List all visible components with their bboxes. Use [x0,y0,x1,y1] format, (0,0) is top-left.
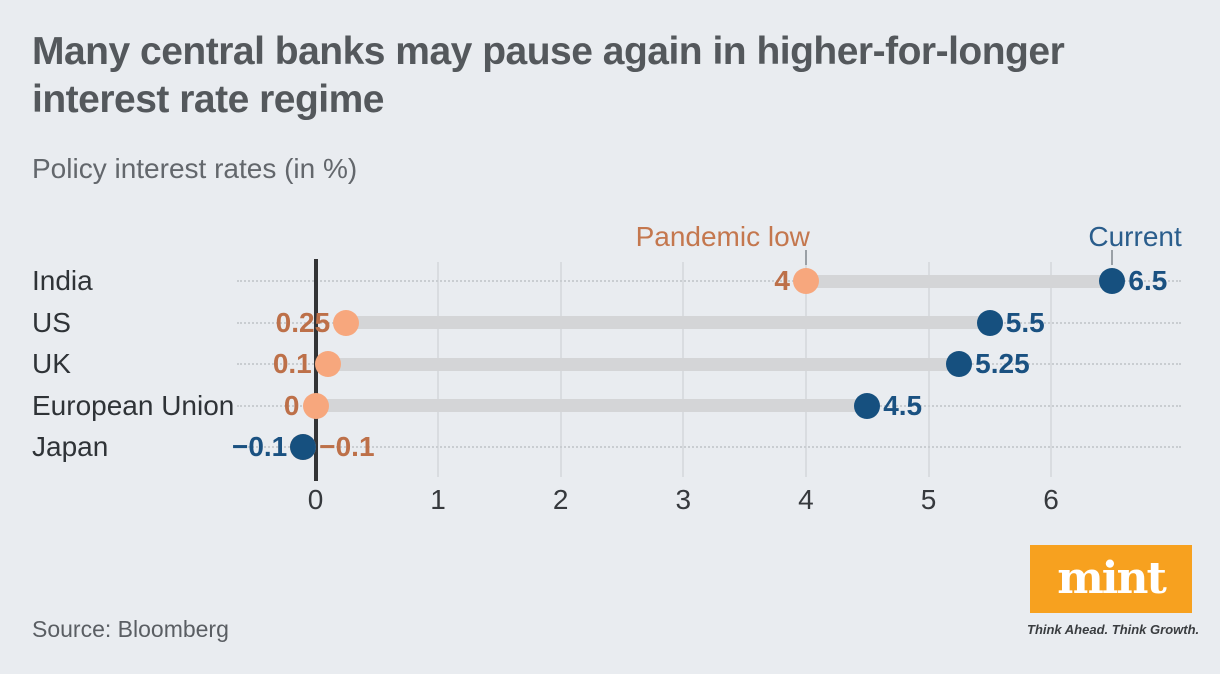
mint-logo: mint [1030,545,1192,613]
connector-bar [805,274,1113,288]
x-tick-label: 4 [798,484,814,515]
pandemic-low-value: 0.25 [275,306,331,338]
current-value: 5.25 [975,348,1030,379]
x-tick-label: 2 [552,484,569,515]
current-dot [976,309,1003,336]
pandemic-low-dot [792,268,819,294]
current-dot [946,351,973,377]
source-label: Source: Bloomberg [32,616,229,642]
x-tick-label: 3 [675,484,692,515]
legend-current: Current [1088,221,1182,252]
pandemic-low-value: 0 [283,389,300,421]
logo-tagline: Think Ahead. Think Growth. [1027,622,1200,637]
current-value: 5.5 [1005,306,1045,338]
x-tick-label: 6 [1043,484,1059,515]
row-label: European Union [32,389,235,421]
row-label: India [32,265,93,296]
connector-bar [327,357,960,371]
pandemic-low-value: −0.1 [319,431,375,462]
chart-subtitle: Policy interest rates (in %) [32,153,358,184]
current-value: 6.5 [1128,265,1168,296]
pandemic-low-value: 0.1 [272,348,312,379]
x-tick-label: 5 [920,484,937,515]
page-title: Many central banks may pause again in hi… [32,30,1065,121]
legend-tick [1111,250,1114,265]
leader-line [237,446,1181,448]
current-dot [854,392,881,419]
x-tick-label: 1 [430,484,446,515]
gridline [1050,262,1053,477]
row-label: UK [32,348,71,379]
current-value: 4.5 [883,389,923,421]
connector-bar [315,399,868,412]
row-label: US [32,306,71,338]
connector-bar [346,316,990,329]
pandemic-low-dot [333,309,360,336]
leader-line [237,280,1181,282]
current-value: −0.1 [231,431,288,462]
current-dot [1099,268,1126,294]
legend-pandemic-low: Pandemic low [635,221,810,252]
row-label: Japan [32,431,109,462]
current-dot [290,434,317,460]
mint-logo-text: mint [1057,553,1167,604]
pandemic-low-dot [314,351,341,377]
pandemic-low-dot [302,392,329,419]
legend-tick [804,250,807,265]
pandemic-low-value: 4 [774,265,790,296]
x-tick-label: 0 [307,484,324,515]
